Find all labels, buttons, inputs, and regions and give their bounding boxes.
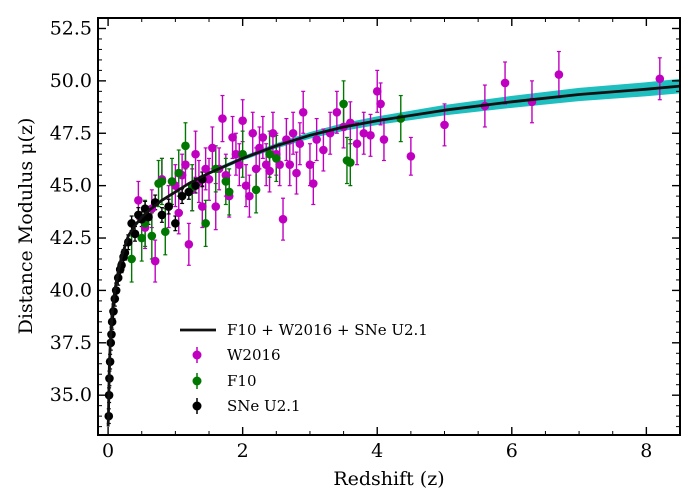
data-point-w2016 <box>305 160 315 169</box>
data-point-w2016 <box>406 152 416 161</box>
data-point-w2016 <box>245 191 254 201</box>
data-point-w2016 <box>275 160 284 169</box>
legend-marker-sne <box>192 401 202 411</box>
data-point-w2016 <box>312 135 321 144</box>
data-point-w2016 <box>228 133 237 142</box>
data-point-w2016 <box>208 143 217 153</box>
data-point-w2016 <box>359 128 369 138</box>
data-point-w2016 <box>261 160 271 169</box>
data-point-w2016 <box>500 78 510 88</box>
data-point-w2016 <box>150 256 160 266</box>
data-point-w2016 <box>265 166 274 176</box>
y-tick-label: 42.5 <box>50 227 92 249</box>
data-point-w2016 <box>134 196 143 205</box>
data-point-w2016 <box>298 107 308 117</box>
data-point-f10 <box>160 227 170 237</box>
data-point-w2016 <box>268 128 278 138</box>
data-point-w2016 <box>184 240 194 249</box>
y-axis-label: Distance Modulus μ(z) <box>15 118 37 335</box>
data-point-w2016 <box>251 164 261 174</box>
data-point-w2016 <box>319 145 328 155</box>
data-point-f10 <box>174 168 184 178</box>
data-point-f10 <box>265 149 274 159</box>
legend-label-f10: F10 <box>227 372 257 390</box>
data-point-sne-u2-1 <box>130 229 140 239</box>
data-point-f10 <box>127 254 136 264</box>
data-point-w2016 <box>174 208 184 218</box>
x-axis-label: Redshift (z) <box>333 468 444 490</box>
x-tick-label: 4 <box>371 440 383 462</box>
data-point-sne-u2-1 <box>164 202 173 211</box>
legend-marker-f10 <box>192 376 202 386</box>
data-point-f10 <box>272 154 281 163</box>
data-point-sne-u2-1 <box>157 210 167 220</box>
data-point-f10 <box>221 177 231 186</box>
data-point-sne-u2-1 <box>191 181 200 190</box>
data-point-w2016 <box>655 74 665 84</box>
data-point-w2016 <box>197 202 207 211</box>
plot-frame <box>97 17 681 436</box>
legend: F10 + W2016 + SNe U2.1 W2016 F10 SNe U2.… <box>180 321 428 415</box>
data-point-w2016 <box>218 114 227 123</box>
data-point-w2016 <box>332 107 342 117</box>
data-point-f10 <box>201 219 210 228</box>
data-point-sne-u2-1 <box>184 187 194 197</box>
data-point-w2016 <box>238 116 247 125</box>
data-point-w2016 <box>309 179 318 188</box>
data-point-w2016 <box>234 160 244 169</box>
data-point-sne-u2-1 <box>144 212 153 222</box>
data-point-w2016 <box>231 149 241 159</box>
data-point-w2016 <box>241 181 251 190</box>
data-point-f10 <box>167 177 177 186</box>
data-point-w2016 <box>288 128 298 138</box>
data-point-w2016 <box>379 135 389 144</box>
x-tick-label: 2 <box>237 440 249 462</box>
data-point-f10 <box>181 141 190 151</box>
data-point-w2016 <box>278 214 288 224</box>
data-point-sne-u2-1 <box>177 191 187 201</box>
y-tick-label: 40.0 <box>50 279 92 301</box>
data-point-w2016 <box>258 133 268 142</box>
data-point-w2016 <box>211 202 221 211</box>
legend-label-sne: SNe U2.1 <box>227 397 301 415</box>
data-point-sne-u2-1 <box>171 219 180 228</box>
data-point-w2016 <box>366 131 375 140</box>
data-point-w2016 <box>295 139 305 149</box>
data-point-w2016 <box>292 168 301 178</box>
x-tick-label: 6 <box>506 440 518 462</box>
data-point-w2016 <box>181 160 190 169</box>
data-point-f10 <box>251 185 261 195</box>
data-point-w2016 <box>352 139 362 149</box>
data-point-w2016 <box>221 170 231 180</box>
y-tick-label: 50.0 <box>50 70 92 92</box>
data-point-f10 <box>157 177 167 186</box>
y-tick-label: 52.5 <box>50 17 92 39</box>
model-line <box>106 84 681 427</box>
x-tick-label: 0 <box>102 440 114 462</box>
data-point-w2016 <box>285 160 295 169</box>
data-point-f10 <box>137 233 147 243</box>
legend-label-w2016: W2016 <box>227 346 281 364</box>
legend-label-model: F10 + W2016 + SNe U2.1 <box>227 321 428 339</box>
data-point-w2016 <box>440 120 449 130</box>
data-point-w2016 <box>248 128 258 138</box>
data-point-f10 <box>147 231 157 241</box>
data-point-w2016 <box>372 87 382 96</box>
y-tick-label: 37.5 <box>50 332 92 354</box>
data-point-w2016 <box>376 99 385 109</box>
data-point-w2016 <box>204 175 214 184</box>
data-point-w2016 <box>554 70 564 79</box>
y-tick-label: 45.0 <box>50 175 92 197</box>
legend-marker-w2016 <box>192 350 202 360</box>
data-point-f10 <box>346 158 355 167</box>
data-point-w2016 <box>191 149 200 159</box>
y-tick-label: 47.5 <box>50 122 92 144</box>
x-tick-label: 8 <box>640 440 652 462</box>
data-point-f10 <box>224 187 234 197</box>
data-point-f10 <box>339 99 348 109</box>
y-tick-label: 35.0 <box>50 384 92 406</box>
data-point-w2016 <box>201 164 210 174</box>
